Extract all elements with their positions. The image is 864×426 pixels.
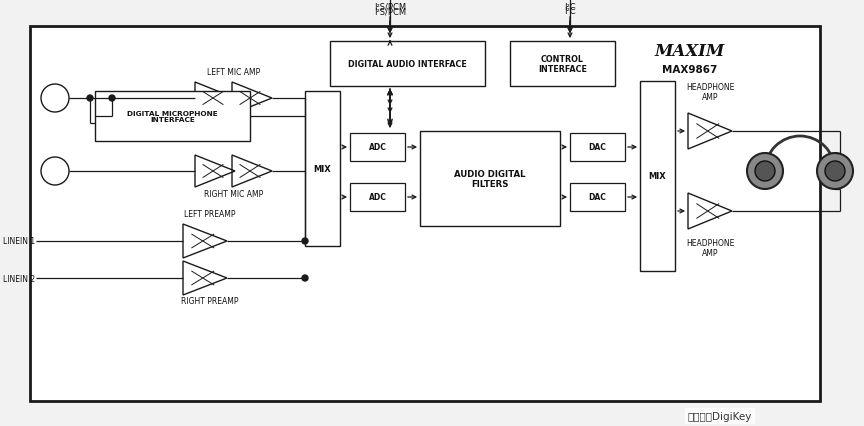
Circle shape — [302, 239, 308, 245]
Text: I²S/PCM: I²S/PCM — [374, 8, 406, 17]
Text: I²S/PCM: I²S/PCM — [374, 3, 406, 12]
Text: MAX9867: MAX9867 — [663, 65, 718, 75]
Text: MAXIM: MAXIM — [655, 43, 725, 60]
Text: AUDIO DIGITAL
FILTERS: AUDIO DIGITAL FILTERS — [454, 170, 526, 189]
Text: DAC: DAC — [588, 193, 607, 202]
Circle shape — [747, 154, 783, 190]
Text: 得捷电子DigiKey: 得捷电子DigiKey — [688, 411, 753, 421]
Bar — [510, 42, 615, 87]
Bar — [570, 184, 625, 211]
Circle shape — [817, 154, 853, 190]
Bar — [95, 92, 250, 142]
Text: ADC: ADC — [369, 143, 386, 152]
Text: DAC: DAC — [588, 143, 607, 152]
Text: MIX: MIX — [649, 172, 666, 181]
Circle shape — [825, 161, 845, 181]
Bar — [350, 134, 405, 161]
Text: I²C: I²C — [564, 3, 575, 12]
Bar — [305, 92, 340, 246]
Text: CONTROL
INTERFACE: CONTROL INTERFACE — [538, 55, 587, 74]
Bar — [420, 132, 560, 227]
Circle shape — [87, 96, 93, 102]
Circle shape — [109, 96, 115, 102]
Bar — [30, 27, 820, 401]
Text: LEFT PREAMP: LEFT PREAMP — [184, 210, 236, 219]
Text: I²C: I²C — [564, 8, 575, 17]
Text: MIX: MIX — [314, 164, 332, 173]
Text: HEADPHONE
AMP: HEADPHONE AMP — [686, 239, 734, 258]
Text: RIGHT PREAMP: RIGHT PREAMP — [181, 296, 238, 305]
Text: LINEIN 1: LINEIN 1 — [3, 237, 35, 246]
Text: LEFT MIC AMP: LEFT MIC AMP — [206, 68, 260, 77]
Circle shape — [755, 161, 775, 181]
Bar — [350, 184, 405, 211]
Text: LINEIN 2: LINEIN 2 — [3, 274, 35, 283]
Text: DIGITAL MICROPHONE
INTERFACE: DIGITAL MICROPHONE INTERFACE — [127, 110, 218, 123]
Bar — [330, 42, 485, 87]
Bar — [570, 134, 625, 161]
Text: RIGHT MIC AMP: RIGHT MIC AMP — [204, 190, 264, 199]
Text: ADC: ADC — [369, 193, 386, 202]
Bar — [640, 82, 675, 271]
Text: DIGITAL AUDIO INTERFACE: DIGITAL AUDIO INTERFACE — [348, 60, 467, 69]
Text: HEADPHONE
AMP: HEADPHONE AMP — [686, 82, 734, 102]
Circle shape — [302, 275, 308, 281]
